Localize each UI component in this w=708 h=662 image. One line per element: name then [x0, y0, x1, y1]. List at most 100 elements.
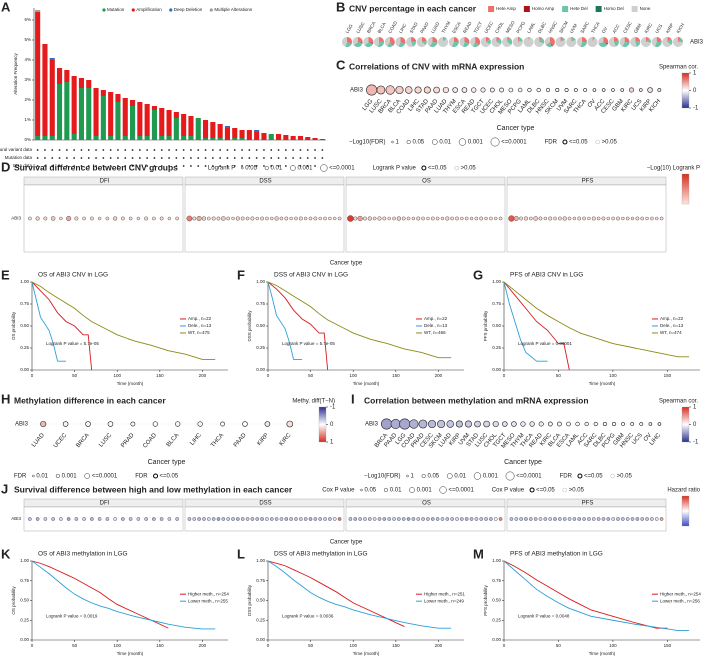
y-tick-label: 1.00 [256, 279, 265, 284]
dot [430, 517, 435, 521]
pie-slice [430, 42, 438, 47]
panel-label: A [1, 0, 11, 14]
bar-segment [261, 133, 267, 140]
pie-label: READ [462, 20, 473, 34]
availability-dot [197, 157, 200, 159]
pie-slice [448, 37, 454, 47]
pie-slice [655, 42, 657, 47]
panel-label: B [336, 0, 345, 14]
bar-segment [188, 136, 194, 140]
dot [498, 517, 503, 521]
pie-slice [473, 42, 479, 47]
pie-slice [571, 37, 574, 42]
x-axis-label: Cancer type [504, 459, 542, 466]
x-tick-label: LUSC [98, 432, 113, 449]
dot [286, 420, 294, 428]
x-tick-label: LUAD [31, 432, 46, 449]
availability-dot [109, 165, 112, 167]
size-legend-title: −Log10(FDR) [349, 140, 386, 146]
pie-slice [539, 37, 545, 44]
dot [144, 517, 148, 521]
facet-panel [506, 506, 667, 532]
dot [538, 517, 543, 521]
dot [621, 216, 625, 221]
pie-slice [587, 37, 598, 47]
bar-segment [173, 112, 179, 118]
dot [421, 517, 425, 521]
panel-label: M [473, 546, 484, 561]
annotation: Logrank P value = 0.0048 [518, 613, 570, 618]
y-tick-label: 0.75 [256, 301, 265, 306]
availability-dot [102, 165, 105, 167]
legend-swatch [523, 6, 530, 12]
availability-dot [248, 165, 251, 167]
availability-dot [146, 149, 149, 151]
dot [159, 517, 164, 521]
bar-segment [290, 136, 296, 140]
dot [201, 216, 207, 221]
bar-segment [210, 138, 216, 140]
dot [390, 419, 401, 429]
bar-segment [283, 135, 289, 140]
chart-title: Survival difference between high and low… [14, 484, 293, 494]
y-tick-label: 0.00 [20, 637, 29, 642]
pie-slice [581, 40, 587, 42]
dot [437, 419, 446, 429]
availability-dot [190, 157, 192, 159]
dot [113, 216, 118, 221]
dot [235, 216, 240, 221]
availability-dot [241, 157, 243, 159]
pie-slice [416, 37, 426, 48]
availability-dot [219, 157, 222, 159]
size-legend-dot [406, 139, 411, 145]
colorbar [681, 173, 690, 205]
bar-segment [78, 78, 85, 88]
bar-segment [210, 122, 216, 138]
panel-label: G [473, 267, 483, 282]
dot [659, 517, 664, 521]
size-legend-title: Logrank P [208, 166, 235, 172]
pie-slice [635, 40, 641, 47]
legend-label: Lower meth., n=256 [660, 598, 700, 603]
dot [159, 216, 164, 221]
dot [645, 517, 649, 521]
bar-segment [64, 82, 70, 140]
availability-dot [175, 165, 178, 167]
dot [416, 216, 421, 221]
pie-slice [421, 37, 427, 42]
fdr-legend-label: <=0.05 [536, 488, 555, 494]
fdr-legend-label: <=0.05 [428, 166, 447, 172]
size-legend-title: Cox P value [322, 488, 355, 494]
x-tick-label: 150 [392, 373, 400, 378]
dot [405, 86, 413, 94]
availability-dot [36, 165, 39, 167]
bar-segment [137, 136, 143, 140]
availability-dot [117, 157, 119, 159]
chart-title: Correlation between methylation and mRNA… [364, 395, 589, 405]
availability-dot [160, 157, 163, 159]
pie-slice [411, 39, 416, 42]
dot [645, 216, 649, 221]
x-tick-label: COAD [142, 432, 158, 450]
bar-segment [35, 10, 41, 12]
pie-slice [352, 37, 358, 46]
availability-dot [226, 165, 229, 167]
dot [313, 216, 318, 221]
dot [387, 517, 391, 521]
dot [299, 517, 303, 521]
bar-segment [239, 138, 245, 140]
dot [274, 517, 279, 521]
colorbar-tick-label: -1 [693, 440, 699, 446]
facet-panel [345, 184, 506, 253]
dot [221, 216, 226, 221]
dot [363, 517, 367, 521]
pie-label: LUAD [430, 21, 441, 35]
dot [640, 517, 645, 521]
dot [455, 216, 459, 221]
bar-segment [122, 136, 128, 140]
x-tick-label: 50 [556, 643, 562, 648]
availability-dot [175, 149, 178, 151]
availability-dot [36, 157, 39, 159]
x-tick-label: 100 [349, 643, 357, 648]
dot [97, 517, 102, 521]
